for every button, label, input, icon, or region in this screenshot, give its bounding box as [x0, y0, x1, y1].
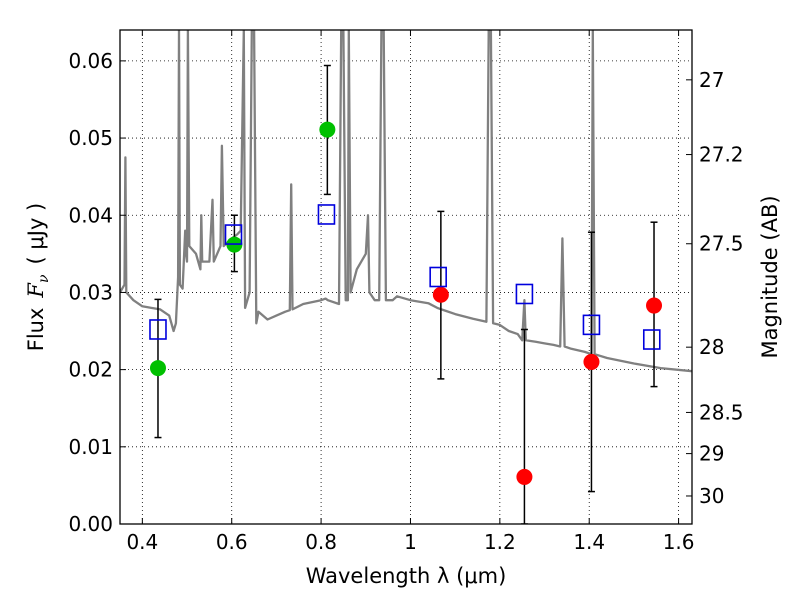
x-tick-label: 0.6: [216, 530, 248, 554]
x-tick-label: 1.6: [663, 530, 695, 554]
x-tick-label: 1.4: [573, 530, 605, 554]
model-photometry-marker: [429, 266, 447, 288]
y-tick-label: 0.04: [68, 203, 113, 227]
y-axis-label-prefix: Flux: [24, 308, 48, 352]
y2-tick-label: 29: [699, 442, 724, 466]
y2-tick-label: 27.5: [699, 232, 744, 256]
model-spectrum-line: [120, 30, 692, 373]
y-axis-label-subscript: ν: [36, 274, 52, 283]
x-tick-label: 0.8: [305, 530, 337, 554]
y2-tick-label: 30: [699, 484, 724, 508]
y-tick-label: 0.02: [68, 358, 113, 382]
data-point: [149, 360, 166, 377]
grid-lines: [120, 30, 692, 525]
model-photometry-marker: [642, 329, 661, 350]
axis-ticks: 0.4 0.6 0.8 1 1.2 1.4 1.6 0.00 0.01 0.02 0.03 0.04 0…: [68, 30, 744, 554]
y-axis-label-symbol: F: [24, 282, 48, 299]
model-photometry-marker: [317, 204, 336, 225]
model-photometry-marker: [515, 283, 534, 305]
y2-tick-label: 27.2: [699, 143, 744, 167]
y-tick-label: 0.00: [68, 512, 113, 536]
data-point: [516, 468, 533, 485]
y-tick-label: 0.06: [68, 49, 113, 73]
y-tick-label: 0.03: [68, 280, 113, 304]
y-tick-label: 0.05: [68, 126, 113, 150]
y2-axis-label: Magnitude (AB): [758, 195, 782, 358]
plot-frame: [119, 29, 693, 525]
y2-tick-label: 28.5: [699, 400, 744, 424]
y-axis-label: Flux Fν ( μJy ): [24, 203, 52, 351]
y2-tick-label: 28: [699, 335, 724, 359]
y-axis-label-unit: ( μJy ): [24, 203, 48, 265]
y-tick-label: 0.01: [68, 435, 113, 459]
x-axis-label: Wavelength λ (μm): [306, 564, 507, 588]
plot-area: [120, 30, 692, 524]
data-point: [646, 297, 663, 314]
model-photometry-marker: [224, 224, 243, 245]
data-point: [583, 353, 600, 370]
y2-tick-label: 27: [699, 68, 724, 92]
x-tick-label: 1.2: [484, 530, 516, 554]
data-point: [432, 286, 449, 303]
x-tick-label: 1: [404, 530, 417, 554]
data-point: [319, 121, 336, 138]
model-photometry-marker: [582, 314, 601, 336]
model-photometry-marker: [149, 319, 167, 340]
x-tick-label: 0.4: [126, 530, 158, 554]
